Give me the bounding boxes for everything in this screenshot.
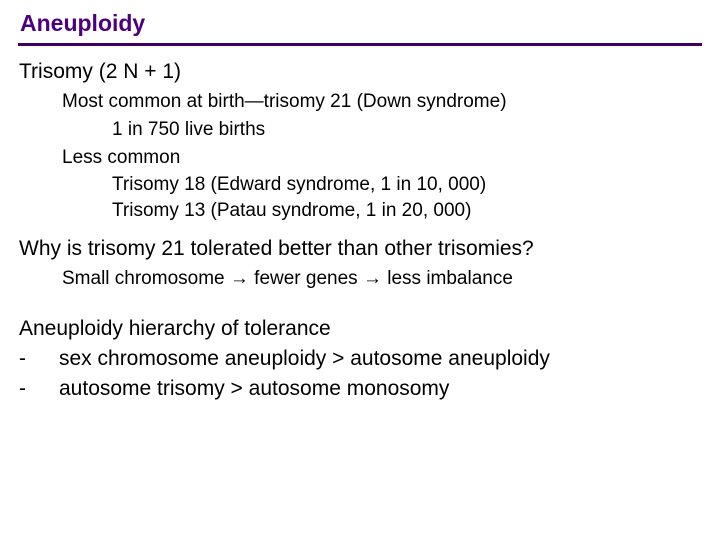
trisomy-heading: Trisomy (2 N + 1) — [19, 60, 702, 84]
hierarchy-heading: Aneuploidy hierarchy of tolerance — [19, 317, 702, 341]
most-common-rate: 1 in 750 live births — [112, 118, 702, 142]
trisomy-13: Trisomy 13 (Patau syndrome, 1 in 20, 000… — [112, 199, 702, 223]
bullet-dash: - — [19, 375, 59, 403]
explain-part-c: less imbalance — [382, 268, 513, 289]
slide-title: Aneuploidy — [18, 10, 702, 46]
hierarchy-1: sex chromosome aneuploidy > autosome ane… — [59, 345, 550, 373]
why-question: Why is trisomy 21 tolerated better than … — [19, 237, 702, 261]
bullet-dash: - — [19, 345, 59, 373]
arrow-icon: → — [230, 268, 249, 289]
less-common-label: Less common — [62, 146, 702, 170]
trisomy-18: Trisomy 18 (Edward syndrome, 1 in 10, 00… — [112, 173, 702, 197]
hierarchy-item: - sex chromosome aneuploidy > autosome a… — [19, 345, 702, 373]
hierarchy-item: - autosome trisomy > autosome monosomy — [19, 375, 702, 403]
explain-part-a: Small chromosome — [62, 268, 230, 289]
explain-part-b: fewer genes — [249, 268, 363, 289]
hierarchy-2: autosome trisomy > autosome monosomy — [59, 375, 449, 403]
most-common-line: Most common at birth—trisomy 21 (Down sy… — [62, 90, 702, 114]
explanation: Small chromosome → fewer genes → less im… — [62, 267, 702, 291]
arrow-icon: → — [363, 268, 382, 289]
